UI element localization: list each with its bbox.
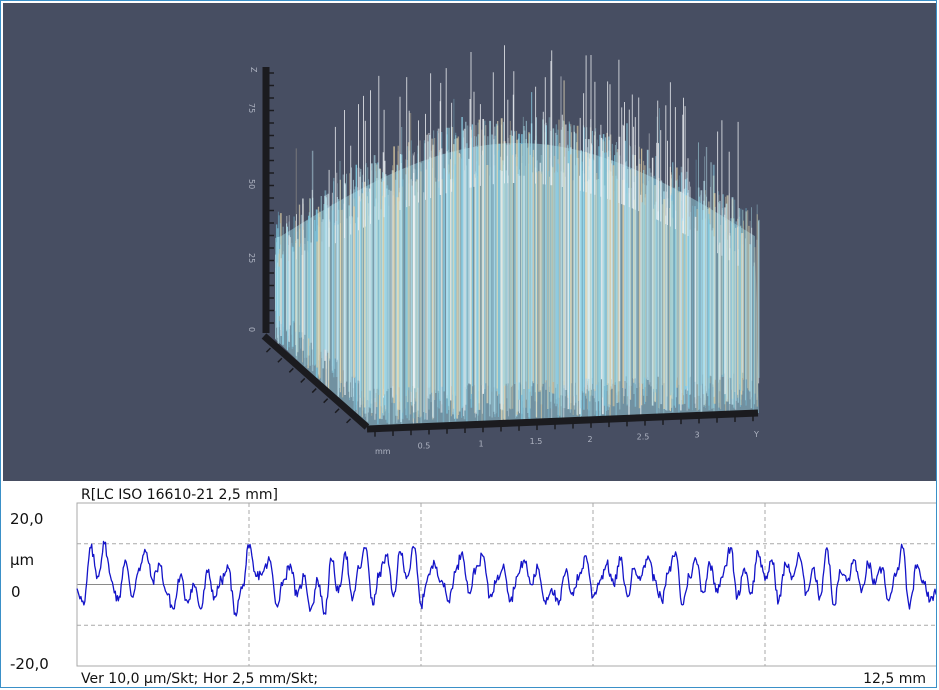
z-axis-tick-label: 50 <box>247 179 256 189</box>
depth-axis-tick <box>334 408 340 414</box>
depth-axis-tick <box>265 347 271 353</box>
x-axis-tick-label: 2 <box>587 435 592 444</box>
x-axis-unit: mm <box>375 447 391 456</box>
surface-axes: 0 25 50 75 0.5 1 1.5 2 2.5 3 mm Y Z <box>247 67 759 456</box>
y-axis-max-label: 20,0 <box>10 510 44 528</box>
y-axis-zero-label: 0 <box>11 583 21 601</box>
x-axis-tick-label: 1.5 <box>530 437 543 446</box>
z-axis-end-label: Z <box>249 67 258 73</box>
depth-axis-tick <box>277 357 283 363</box>
x-axis-tick-label: 2.5 <box>637 433 650 442</box>
depth-axis-tick <box>323 398 329 404</box>
scale-footer: Ver 10,0 µm/Skt; Hor 2,5 mm/Skt; <box>81 671 319 687</box>
depth-axis <box>261 333 370 430</box>
x-axis-tick-label: 0.5 <box>418 442 431 451</box>
profile-plot <box>76 502 936 667</box>
depth-axis-tick <box>346 418 352 424</box>
depth-axis-ticks <box>265 347 352 424</box>
z-axis-ticks: 0 25 50 75 <box>247 72 274 332</box>
surface-3d-plot: 0 25 50 75 0.5 1 1.5 2 2.5 3 mm Y Z <box>247 45 760 456</box>
profile-plot-border <box>76 502 936 667</box>
depth-axis-tick <box>288 367 294 373</box>
profile-chart: R[LC ISO 16610-21 2,5 mm] 20,0 µm 0 -20,… <box>1 481 936 687</box>
x-axis-ticks: 0.5 1 1.5 2 2.5 3 <box>374 416 754 451</box>
y-axis-unit-label: µm <box>10 551 35 569</box>
surface-3d-view[interactable]: 0 25 50 75 0.5 1 1.5 2 2.5 3 mm Y Z <box>3 3 936 481</box>
z-axis-tick-label: 0 <box>247 327 256 332</box>
z-axis-tick-label: 75 <box>247 103 256 113</box>
depth-axis-tick <box>300 377 306 383</box>
y-axis-min-label: -20,0 <box>10 655 49 673</box>
x-axis-end-label: Y <box>753 430 759 439</box>
profile-title: R[LC ISO 16610-21 2,5 mm] <box>81 487 279 503</box>
x-axis-tick-label: 1 <box>478 439 483 448</box>
depth-axis-tick <box>311 388 317 394</box>
x-axis <box>366 409 759 433</box>
x-axis-tick-label: 3 <box>694 431 699 440</box>
profile-series-line <box>76 540 936 617</box>
surface-spikes <box>275 45 760 427</box>
x-axis-length-label: 12,5 mm <box>863 671 926 687</box>
z-axis-tick-label: 25 <box>247 253 256 263</box>
